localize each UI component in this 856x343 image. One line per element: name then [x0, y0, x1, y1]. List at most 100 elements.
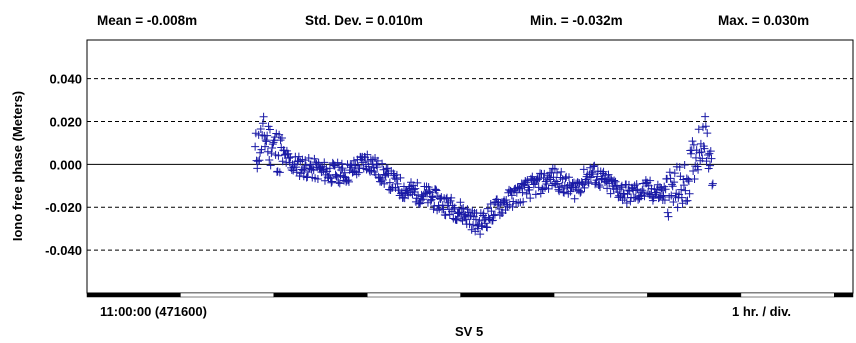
data-point: [458, 216, 467, 225]
data-point: [590, 161, 599, 170]
data-point: [376, 173, 385, 182]
data-point: [324, 173, 333, 182]
data-point: [469, 220, 478, 229]
data-point: [426, 196, 435, 205]
data-point: [679, 181, 688, 190]
data-point: [487, 207, 496, 216]
data-point: [540, 169, 549, 178]
data-point: [588, 170, 597, 179]
data-point: [660, 196, 669, 205]
data-point: [409, 181, 418, 190]
data-point: [486, 200, 495, 209]
time-bar-segment: [86, 292, 181, 298]
data-point: [285, 154, 293, 163]
data-point: [638, 186, 647, 195]
data-point: [634, 195, 643, 204]
data-point: [632, 180, 641, 189]
data-point: [251, 142, 260, 151]
data-point: [382, 164, 391, 173]
y-tick-label: 0.040: [49, 72, 82, 87]
data-point: [268, 140, 277, 149]
data-point: [564, 189, 573, 198]
data-point: [591, 180, 600, 189]
data-point: [328, 177, 337, 186]
data-point: [416, 196, 425, 205]
max-stat: Max. = 0.030m: [718, 13, 809, 28]
data-point: [393, 179, 402, 188]
data-point: [557, 167, 566, 176]
data-point: [431, 185, 440, 194]
data-point: [599, 167, 608, 176]
y-axis-label: Iono free phase (Meters): [10, 91, 25, 241]
data-point: [702, 157, 711, 166]
data-point: [405, 182, 414, 191]
data-point: [685, 189, 694, 198]
data-point: [701, 122, 710, 131]
data-point: [595, 181, 604, 190]
data-point: [675, 163, 684, 172]
satellite-label: SV 5: [455, 324, 483, 339]
data-point: [507, 191, 516, 200]
data-point: [589, 162, 598, 171]
data-point: [419, 190, 428, 199]
data-point: [576, 187, 585, 196]
data-point: [258, 119, 267, 128]
data-point: [413, 178, 422, 187]
data-point: [553, 179, 562, 188]
data-point: [664, 212, 673, 221]
data-point: [529, 180, 538, 189]
data-point: [269, 138, 278, 147]
data-point: [693, 162, 702, 171]
data-point: [416, 199, 425, 208]
data-point: [273, 167, 282, 176]
data-point: [549, 173, 558, 182]
data-point: [531, 190, 540, 199]
data-point: [684, 175, 693, 184]
data-point: [284, 149, 293, 158]
time-bar-segment: [553, 292, 648, 298]
time-scale-bar: [86, 292, 854, 298]
data-point: [261, 136, 270, 145]
time-bar-segment: [740, 292, 835, 298]
data-point: [668, 182, 677, 191]
data-point: [380, 170, 389, 179]
data-point: [327, 178, 336, 187]
data-point: [689, 166, 698, 175]
data-point: [479, 209, 488, 218]
data-point: [617, 181, 626, 190]
std-dev-stat: Std. Dev. = 0.010m: [305, 13, 423, 28]
data-point: [555, 183, 564, 192]
data-point: [505, 185, 514, 194]
data-point: [339, 172, 348, 181]
data-point: [528, 172, 537, 181]
data-point: [521, 177, 530, 186]
data-point: [695, 148, 704, 157]
data-point: [455, 208, 464, 217]
data-point: [459, 204, 468, 213]
data-point: [467, 225, 476, 234]
data-point: [373, 163, 382, 172]
data-point: [694, 125, 703, 134]
data-point: [267, 149, 276, 158]
data-point: [617, 183, 626, 192]
data-point: [596, 183, 605, 192]
data-point: [706, 147, 715, 156]
data-point: [683, 196, 692, 205]
data-point: [611, 177, 620, 186]
data-point: [689, 140, 698, 149]
data-point: [518, 188, 527, 197]
data-point: [268, 143, 277, 152]
data-point: [495, 204, 504, 213]
data-point: [253, 157, 262, 166]
data-point: [419, 195, 428, 204]
data-point: [277, 133, 286, 142]
data-point: [325, 164, 334, 173]
data-point: [335, 179, 344, 188]
data-point: [669, 198, 678, 207]
data-point: [526, 194, 535, 203]
data-point: [691, 153, 700, 162]
data-point: [560, 188, 569, 197]
data-point: [580, 183, 589, 192]
data-point: [305, 164, 314, 173]
data-point: [263, 131, 272, 140]
